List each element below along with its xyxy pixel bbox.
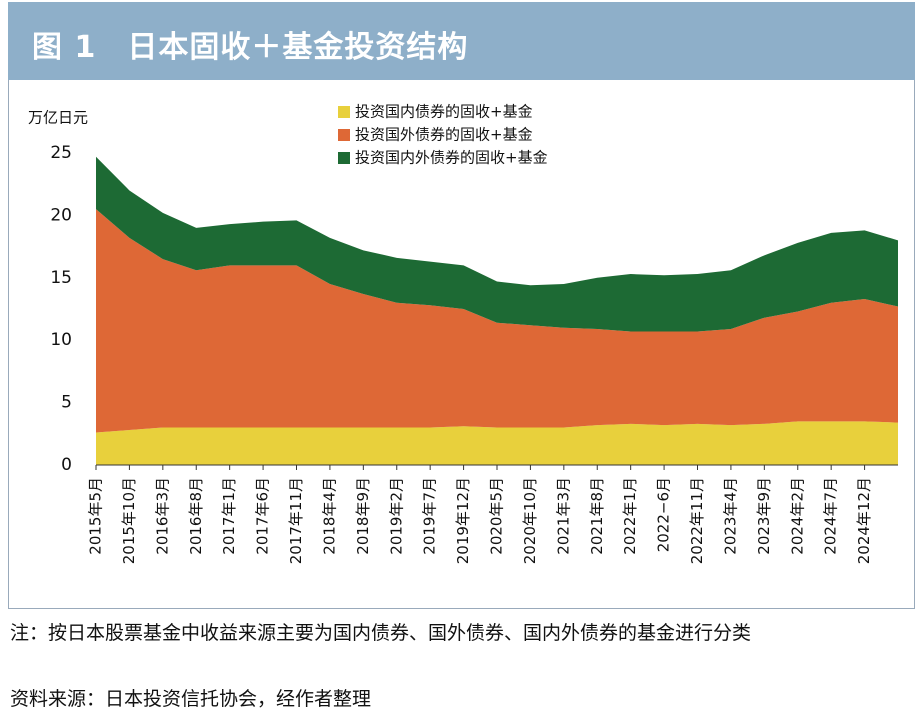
y-tick-label: 5: [61, 393, 72, 413]
x-tick-label: 2018年4月: [320, 477, 338, 555]
x-tick-label: 2017年1月: [220, 477, 238, 555]
area: [96, 156, 898, 332]
x-tick-label: 2022年11月: [688, 477, 706, 564]
x-tick-label: 2020年10月: [521, 477, 539, 564]
x-tick-label: 2024年2月: [788, 477, 806, 555]
legend-label: 投资国外债券的固收+基金: [355, 126, 533, 144]
x-tick-label: 2017年11月: [287, 477, 305, 564]
y-tick-label: 10: [50, 330, 72, 350]
x-tick-label: 2019年2月: [387, 477, 405, 555]
x-tick-label: 2017年6月: [254, 477, 272, 555]
x-tick-label: 2018年9月: [354, 477, 372, 555]
x-tick-label: 2024年7月: [822, 477, 840, 555]
legend-swatch: [338, 106, 350, 118]
y-tick-label: 20: [50, 205, 72, 225]
x-tick-label: 2019年12月: [454, 477, 472, 564]
x-tick-label: 2019年7月: [421, 477, 439, 555]
header: 图 1 日本固收＋基金投资结构: [8, 2, 915, 80]
x-tick-label: 2022−6月: [655, 477, 673, 552]
legend-swatch: [338, 129, 350, 141]
x-tick-label: 2021年3月: [554, 477, 572, 555]
x-tick-label: 2016年8月: [187, 477, 205, 555]
legend-swatch: [338, 152, 350, 164]
x-tick-label: 2023年9月: [755, 477, 773, 555]
chart-title: 图 1 日本固收＋基金投资结构: [32, 30, 469, 65]
area: [96, 421, 898, 465]
x-tick-label: 2021年8月: [588, 477, 606, 555]
chart-frame: [8, 80, 915, 609]
x-tick-label: 2015年5月: [87, 477, 105, 555]
x-tick-label: 2020年5月: [488, 477, 506, 555]
note: 注：按日本股票基金中收益来源主要为国内债券、国外债券、国内外债券的基金进行分类: [10, 622, 752, 644]
area: [96, 209, 898, 433]
y-tick-label: 0: [61, 455, 72, 475]
y-axis-label: 万亿日元: [28, 109, 88, 127]
x-tick-label: 2024年12月: [855, 477, 873, 564]
x-tick-label: 2022年1月: [621, 477, 639, 555]
chart: 万亿日元 0 5 10 15 20 25 2015年5月 2015年10月 2016年3月 201…: [28, 103, 898, 564]
y-tick-label: 25: [50, 143, 72, 163]
x-tick-label: 2016年3月: [153, 477, 171, 555]
y-tick-label: 15: [50, 268, 72, 288]
x-tick-label: 2023年4月: [721, 477, 739, 555]
legend-label: 投资国内外债券的固收+基金: [355, 149, 548, 167]
legend-label: 投资国内债券的固收+基金: [355, 103, 533, 121]
source: 资料来源：日本投资信托协会，经作者整理: [10, 688, 372, 710]
x-tick-label: 2015年10月: [120, 477, 138, 564]
